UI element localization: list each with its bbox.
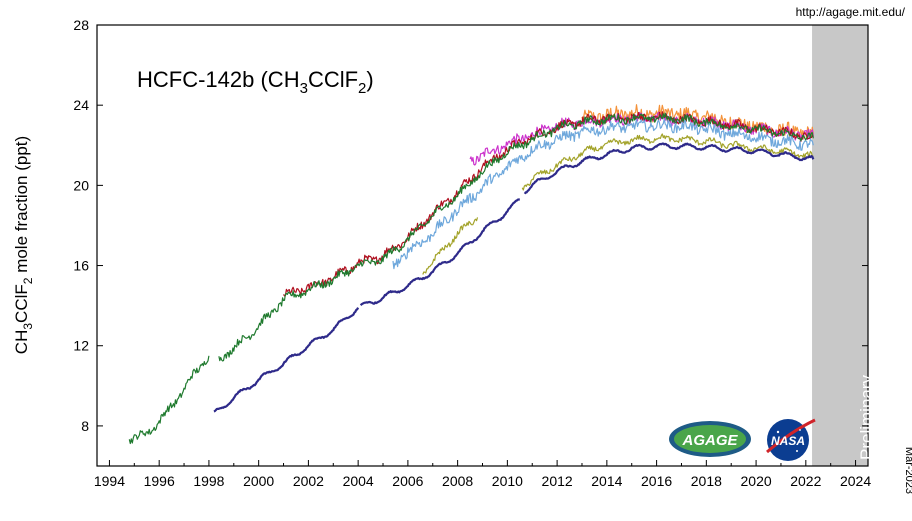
x-tick-label: 2010 (492, 473, 523, 489)
date-stamp: Mar-2023 (903, 447, 912, 494)
preliminary-band (812, 25, 868, 466)
series-line-7 (213, 307, 360, 413)
x-tick-label: 2006 (392, 473, 423, 489)
nasa-logo-text: NASA (771, 434, 805, 448)
y-axis-label: CH3CClF2 mole fraction (ppt) (12, 136, 35, 354)
series-line-7 (359, 198, 520, 307)
x-tick-label: 2002 (293, 473, 324, 489)
y-ticks: 8 12 16 20 24 28 (73, 17, 868, 434)
series-line-5 (392, 118, 814, 270)
x-tick-label: 2014 (591, 473, 622, 489)
series-line-6 (422, 217, 479, 275)
source-url[interactable]: http://agage.mit.edu/ (796, 5, 906, 19)
nasa-logo: NASA (766, 418, 816, 461)
series-line-6 (521, 133, 814, 191)
y-tick-label: 16 (73, 258, 89, 274)
series-line-3 (283, 111, 814, 297)
x-tick-label: 2004 (343, 473, 374, 489)
agage-logo: AGAGE (669, 421, 751, 457)
x-tick-label: 2012 (542, 473, 573, 489)
plot-series (128, 104, 815, 445)
series-line-4 (128, 355, 210, 445)
x-tick-label: 2024 (840, 473, 871, 489)
x-tick-label: 2020 (741, 473, 772, 489)
agage-logo-text: AGAGE (681, 432, 738, 449)
x-tick-label: 2022 (790, 473, 821, 489)
x-tick-label: 2018 (691, 473, 722, 489)
y-tick-label: 12 (73, 338, 89, 354)
y-tick-label: 8 (81, 418, 89, 434)
y-tick-label: 28 (73, 17, 89, 33)
chart-title: HCFC-142b (CH3CClF2) (137, 67, 374, 97)
x-tick-label: 1998 (193, 473, 224, 489)
x-tick-label: 1996 (144, 473, 175, 489)
x-tick-label: 2016 (641, 473, 672, 489)
series-line-4 (218, 112, 814, 362)
x-tick-label: 2008 (442, 473, 473, 489)
x-ticks: 1994 1996 1998 2000 2002 2004 2006 2008 2010 2012… (94, 460, 871, 489)
x-tick-label: 2000 (243, 473, 274, 489)
y-tick-label: 24 (73, 97, 89, 113)
preliminary-label: Preliminary (857, 374, 876, 460)
y-tick-label: 20 (73, 177, 89, 193)
x-tick-label: 1994 (94, 473, 125, 489)
series-line-7 (523, 142, 815, 195)
